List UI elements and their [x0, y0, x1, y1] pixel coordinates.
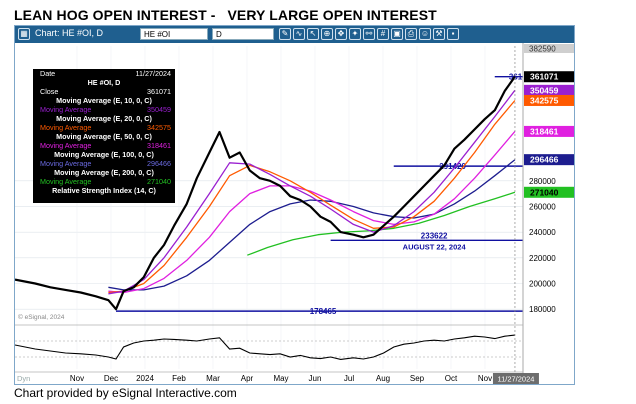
cursor-icon[interactable]: ↖: [307, 28, 319, 40]
y-tick-label-4: 260000: [529, 202, 556, 211]
y-tag-close: 361071: [530, 72, 559, 82]
print-icon[interactable]: ⎙: [405, 28, 417, 40]
cursor-date-bg: [492, 373, 539, 384]
legend-ma10-title: Moving Average (E, 10, 0, C): [56, 96, 152, 105]
series-line-3: [108, 130, 516, 294]
lock-icon[interactable]: ▪: [447, 28, 459, 40]
x-tick-label-10: Sep: [410, 374, 425, 383]
legend-ma20-value: 342575: [147, 123, 171, 132]
edit-icon[interactable]: ✎: [279, 28, 291, 40]
chart-window: ▦ Chart: HE #OI, D HE #OI D ✎ ∿ ↖ ⊕ ✥ ✦ …: [14, 25, 575, 385]
legend-close-value: 361071: [147, 87, 171, 96]
series-line-0: [15, 76, 516, 311]
legend-ma50-title: Moving Average (E, 50, 0, C): [56, 132, 152, 141]
level-label-178465: 178465: [310, 307, 337, 316]
y-tick-label-2: 220000: [529, 254, 556, 263]
y-tick-label-0: 180000: [529, 305, 556, 314]
x-tick-label-0: Nov: [70, 374, 84, 383]
series-line-5: [247, 191, 516, 256]
legend-date-label: Date: [40, 69, 56, 78]
y-tag-top: 382590: [529, 45, 556, 54]
x-tick-label-12: Nov: [478, 374, 492, 383]
symbol-input[interactable]: HE #OI: [140, 28, 208, 40]
y-tag-ma20-bg: [524, 94, 574, 106]
pan-icon[interactable]: ✥: [335, 28, 347, 40]
y-tick-label-5: 280000: [529, 177, 556, 186]
legend-symbol: HE #OI, D: [87, 78, 121, 87]
star-icon[interactable]: ✦: [349, 28, 361, 40]
legend-date-value: 11/27/2024: [135, 69, 171, 78]
grid-icon[interactable]: #: [377, 28, 389, 40]
y-tick-label-3: 240000: [529, 228, 556, 237]
legend-ma50-word: Moving Average: [40, 141, 92, 150]
x-tick-label-7: Jun: [309, 374, 322, 383]
series-line-1: [108, 89, 516, 295]
x-tick-label-5: Apr: [241, 374, 254, 383]
legend-ma10-word: Moving Average: [40, 105, 92, 114]
chart-toolbar: ▦ Chart: HE #OI, D HE #OI D ✎ ∿ ↖ ⊕ ✥ ✦ …: [15, 26, 574, 43]
legend-close-label: Close: [40, 87, 59, 96]
legend-ma100-value: 296466: [147, 159, 171, 168]
legend-rsi-title: Relative Strength Index (14, C): [52, 186, 156, 195]
legend-ma100-word: Moving Average: [40, 159, 92, 168]
y-tag-ma50-bg: [524, 125, 574, 137]
tools-icon[interactable]: ⚒: [433, 28, 445, 40]
series-line-4: [108, 159, 516, 291]
x-tick-label-6: May: [273, 374, 288, 383]
y-tick-label-1: 200000: [529, 279, 556, 288]
chart-window-icon[interactable]: ▦: [18, 28, 30, 40]
people-icon[interactable]: ☺: [419, 28, 431, 40]
legend-ma20-word: Moving Average: [40, 123, 92, 132]
legend-ma10-value: 350459: [147, 105, 171, 114]
y-tag-ma10: 350459: [530, 85, 559, 95]
level-label-291420: 291420: [439, 162, 466, 171]
y-tag-ma100: 296466: [530, 155, 559, 165]
x-tick-label-11: Oct: [445, 374, 458, 383]
x-tick-label-4: Mar: [206, 374, 220, 383]
legend-ma200-word: Moving Average: [40, 177, 92, 186]
y-tag-ma200-bg: [524, 186, 574, 198]
x-tick-label-8: Jul: [344, 374, 354, 383]
legend-ma50-value: 318461: [147, 141, 171, 150]
curve-icon[interactable]: ∿: [293, 28, 305, 40]
zoom-icon[interactable]: ⊕: [321, 28, 333, 40]
x-tick-label-9: Aug: [376, 374, 390, 383]
chart-window-title: Chart: HE #OI, D: [35, 28, 104, 38]
legend-ma200-value: 271040: [147, 177, 171, 186]
legend-ma20-title: Moving Average (E, 20, 0, C): [56, 114, 152, 123]
cursor-date: 11/27/2024: [497, 375, 534, 384]
x-tick-label-2: 2024: [136, 374, 154, 383]
x-tick-label-3: Feb: [172, 374, 186, 383]
cube-icon[interactable]: ▣: [391, 28, 403, 40]
interval-select[interactable]: D: [212, 28, 274, 40]
y-tag-ma20: 342575: [530, 95, 559, 105]
y-tag-top-bg: [524, 44, 574, 53]
series-line-2: [108, 100, 516, 294]
esignal-watermark: © eSignal, 2024: [18, 313, 65, 321]
y-tag-ma50: 318461: [530, 126, 559, 136]
dyn-label: Dyn: [17, 374, 30, 383]
rsi-line: [15, 334, 515, 360]
level-date-233622: AUGUST 22, 2024: [403, 242, 467, 251]
chart-title: LEAN HOG OPEN INTEREST - VERY LARGE OPEN…: [14, 7, 437, 23]
y-tag-ma10-bg: [524, 84, 574, 96]
link-icon[interactable]: ⚯: [363, 28, 375, 40]
footer-credit: Chart provided by eSignal Interactive.co…: [14, 386, 237, 400]
level-label-361071: 361071: [509, 73, 536, 82]
y-tag-ma200: 271040: [530, 187, 559, 197]
y-tag-ma100-bg: [524, 154, 574, 166]
chart-svg[interactable]: 361071 291420 233622 AUGUST 22, 2024 178465 1…: [15, 26, 574, 384]
legend-ma100-title: Moving Average (E, 100, 0, C): [54, 150, 154, 159]
y-tag-close-bg: [524, 71, 574, 83]
legend-ma200-title: Moving Average (E, 200, 0, C): [54, 168, 154, 177]
level-label-233622: 233622: [421, 231, 448, 240]
x-tick-label-1: Dec: [104, 374, 118, 383]
data-legend: Date 11/27/2024 HE #OI, D Close 361071 Mov…: [33, 69, 175, 203]
